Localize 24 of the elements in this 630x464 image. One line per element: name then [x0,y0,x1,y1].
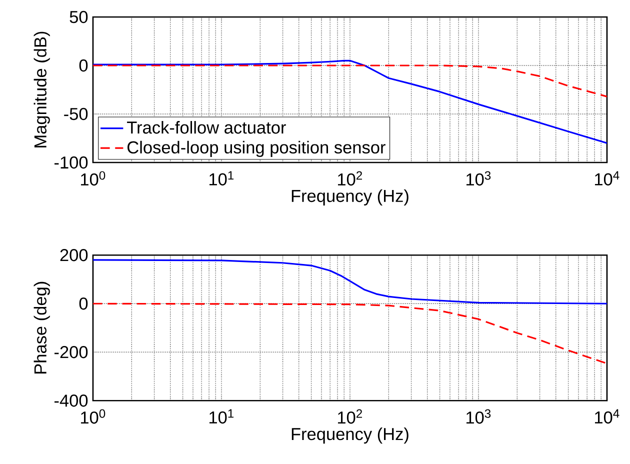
legend-label: Closed-loop using position sensor [128,140,386,157]
x-axis-title: Frequency (Hz) [292,189,408,206]
y-tick-label: 0 [79,297,88,310]
y-tick-label: -100 [54,156,88,169]
x-tick-label: 10$^{3}$ [466,409,491,424]
y-tick-label: 0 [79,59,88,72]
y-tick-label: -200 [54,346,88,358]
x-tick-label: 10$^{0}$ [80,171,106,186]
y-axis-title: Phase (deg) [34,282,50,374]
y-axis-title: Magnitude (dB) [34,32,50,148]
y-tick-label: 50 [70,10,88,24]
x-tick-label: 10$^{1}$ [209,409,234,424]
x-tick-label: 10$^{0}$ [80,409,106,424]
x-tick-label: 10$^{4}$ [595,409,620,424]
x-tick-label: 10$^{3}$ [466,171,491,186]
x-tick-label: 10$^{2}$ [338,171,362,186]
x-tick-label: 10$^{2}$ [338,409,362,424]
y-tick-label: 200 [60,248,88,262]
y-tick-label: -400 [54,394,88,407]
x-axis-title: Frequency (Hz) [292,427,408,444]
x-tick-label: 10$^{4}$ [595,171,620,186]
x-tick-label: 10$^{1}$ [209,171,234,186]
y-tick-label: -50 [64,108,88,120]
legend-label: Track-follow actuator [127,121,286,134]
